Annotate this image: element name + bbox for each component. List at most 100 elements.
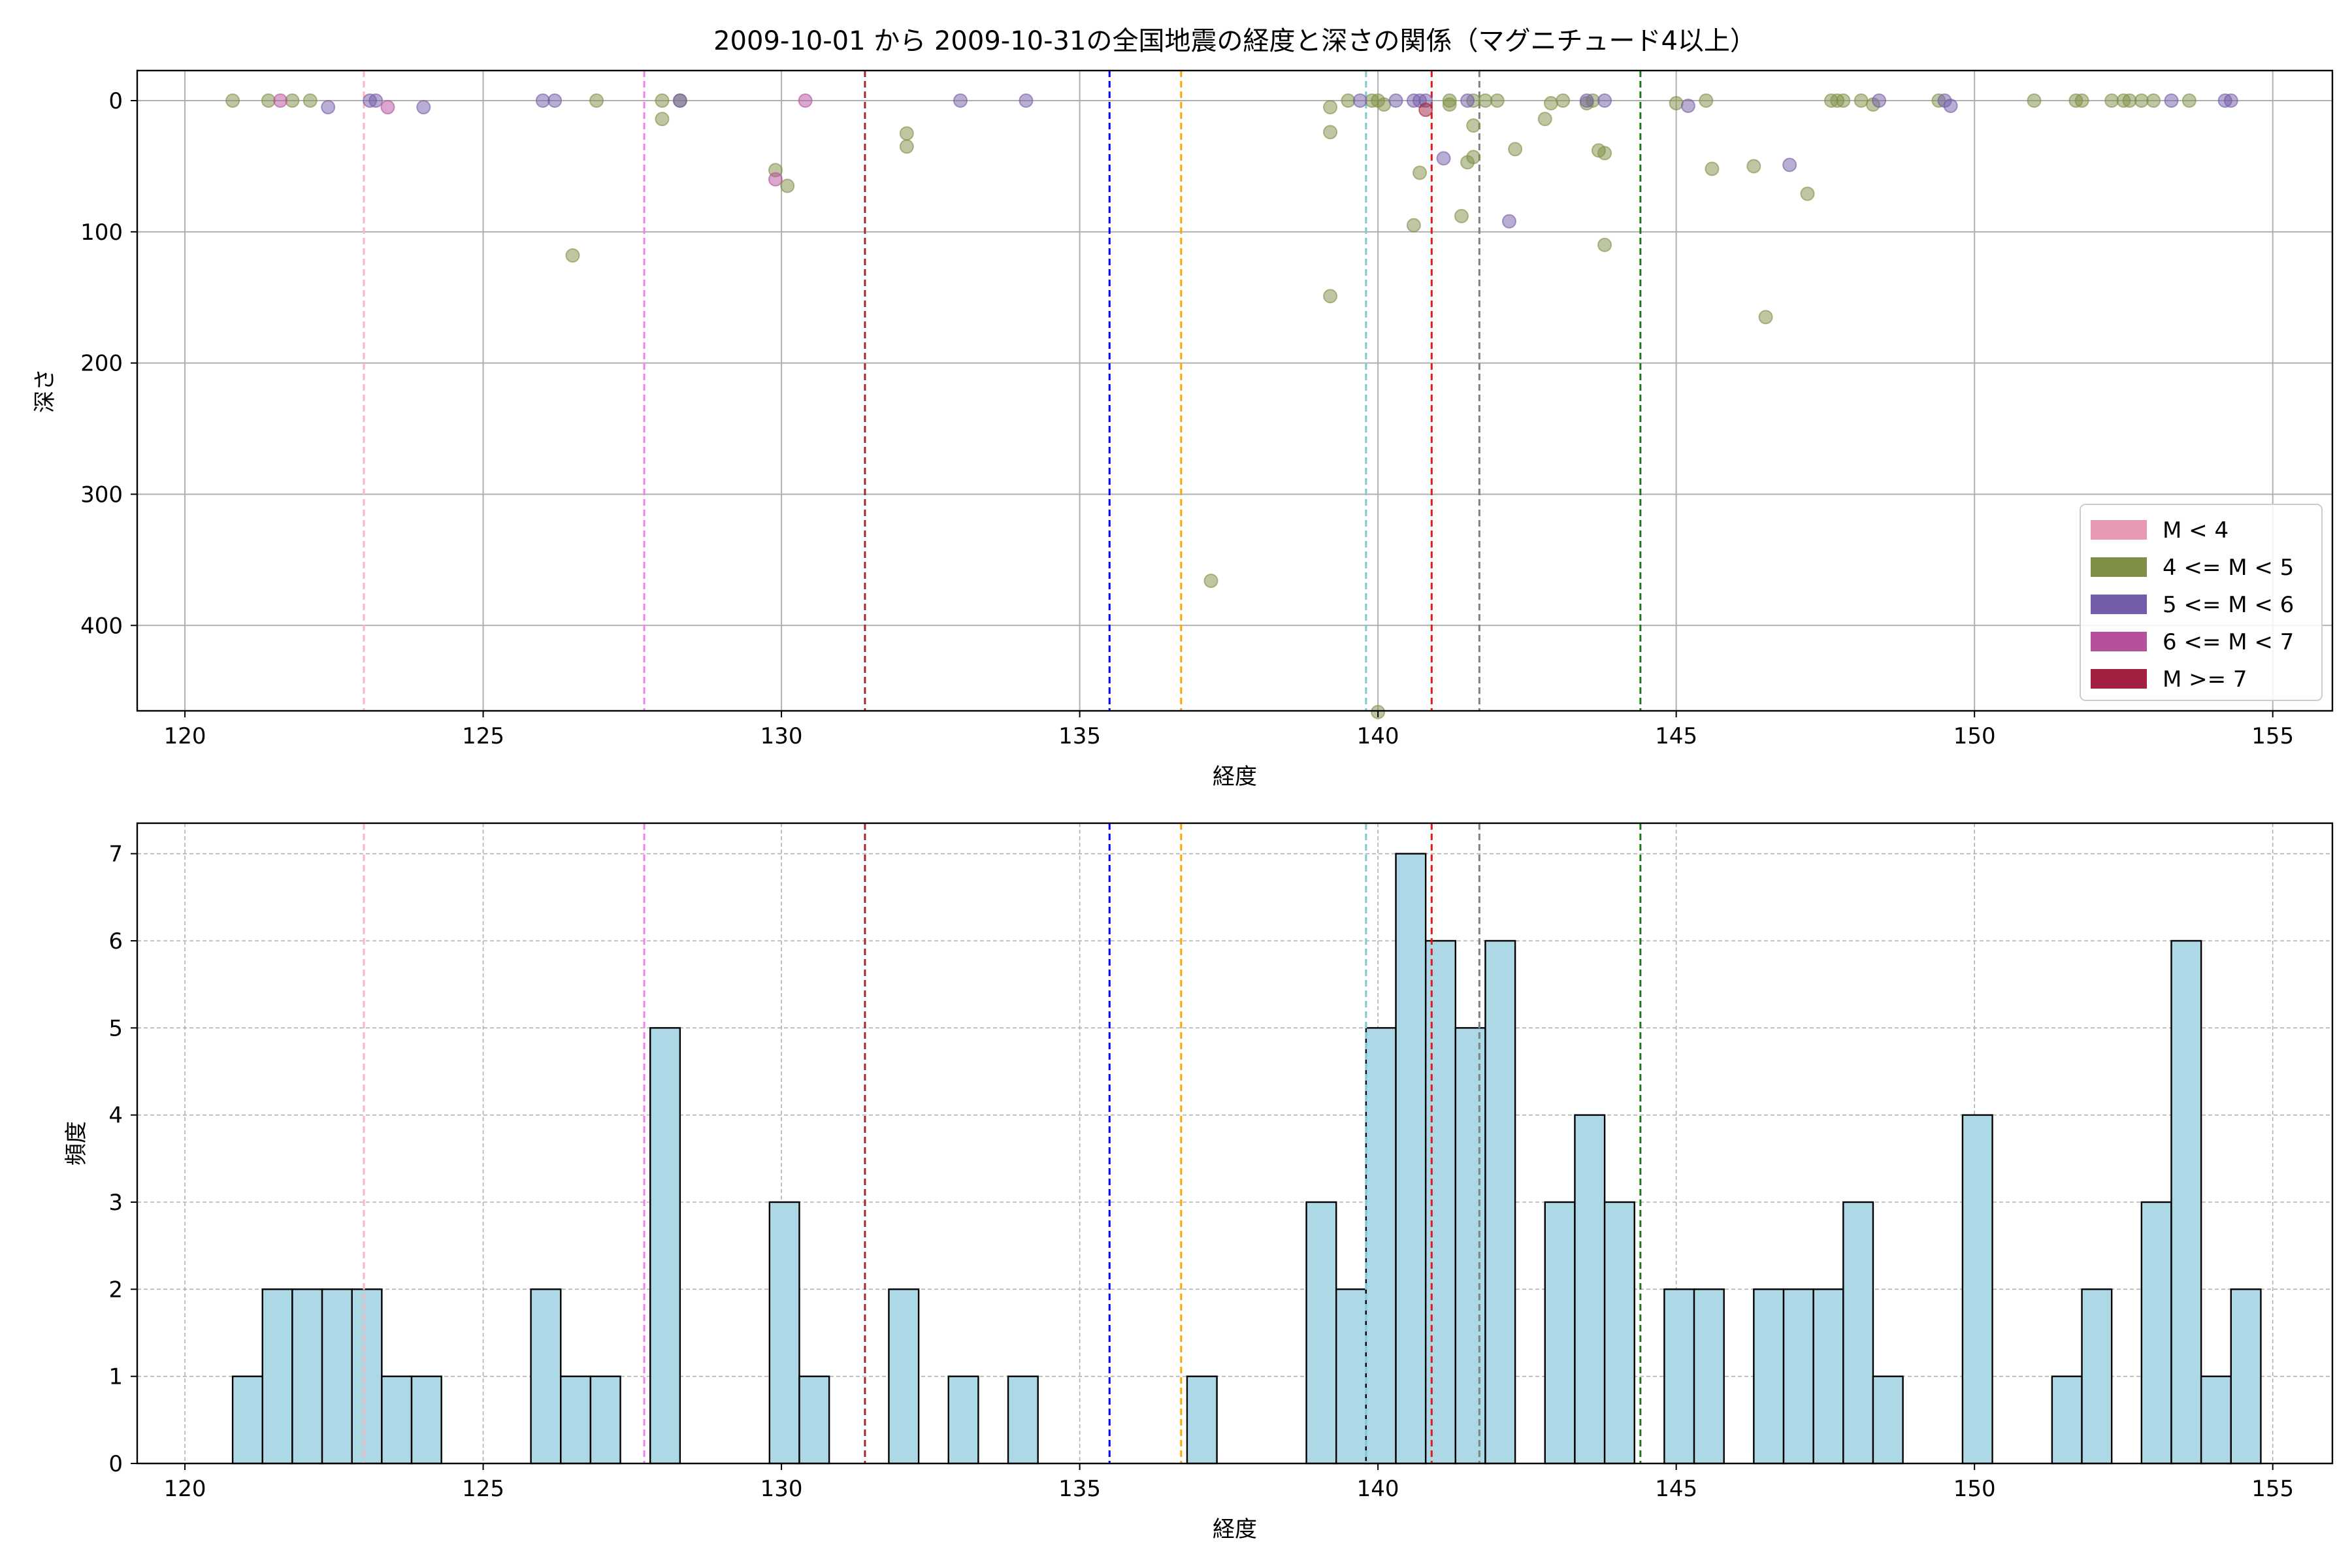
scatter-point	[1579, 93, 1594, 108]
scatter-point	[1669, 96, 1684, 111]
scatter-point	[1203, 574, 1218, 588]
histogram-bar	[2200, 1375, 2232, 1465]
scatter-point	[2134, 93, 2149, 108]
scatter-point	[1800, 186, 1815, 201]
scatter-x-tick-label: 145	[1655, 723, 1697, 749]
histogram-bar	[649, 1027, 681, 1465]
histogram-y-tick-label: 7	[108, 841, 123, 868]
scatter-x-tick-label: 150	[1953, 723, 1996, 749]
scatter-point	[1478, 93, 1493, 108]
scatter-point	[780, 178, 795, 193]
histogram-bar	[1305, 1201, 1337, 1465]
scatter-point	[1377, 97, 1392, 112]
scatter-point	[1323, 100, 1338, 115]
histogram-bar	[1812, 1288, 1844, 1465]
histogram-bar	[1753, 1288, 1785, 1465]
scatter-y-tick-label: 0	[108, 88, 123, 114]
histogram-reference-lines	[363, 823, 1642, 1463]
scatter-point	[273, 93, 288, 108]
scatter-y-axis-label: 深さ	[32, 368, 58, 413]
histogram-bar	[1603, 1201, 1635, 1465]
histogram-x-tick-label: 135	[1058, 1476, 1101, 1502]
histogram-bar	[768, 1201, 800, 1465]
histogram-bar	[560, 1375, 592, 1465]
scatter-point	[899, 139, 914, 154]
histogram-bar	[2081, 1288, 2113, 1465]
scatter-point	[1746, 159, 1761, 174]
legend-swatch	[2091, 520, 2147, 540]
legend-label: 6 <= M < 7	[2163, 629, 2294, 655]
histogram-y-axis-label: 頻度	[63, 1121, 90, 1166]
legend-swatch	[2091, 557, 2147, 577]
scatter-x-tick-label: 125	[462, 723, 504, 749]
scatter-point	[1418, 103, 1433, 118]
scatter-point	[2074, 93, 2089, 108]
scatter-point	[1597, 93, 1612, 108]
histogram-y-tick-label: 6	[108, 928, 123, 955]
histogram-y-tick-label: 4	[108, 1103, 123, 1129]
scatter-y-tick-label: 400	[80, 613, 123, 639]
scatter-points	[225, 93, 2238, 719]
scatter-point	[1436, 151, 1451, 166]
scatter-point	[672, 93, 687, 108]
histogram-y-tick-label: 5	[108, 1015, 123, 1041]
scatter-point	[302, 93, 318, 108]
legend-label: 5 <= M < 6	[2163, 592, 2294, 618]
scatter-point	[589, 93, 604, 108]
scatter-point	[1943, 99, 1958, 114]
histogram-y-tick-label: 3	[108, 1190, 123, 1216]
histogram-x-tick-label: 155	[2251, 1476, 2294, 1502]
histogram-x-ticks: 120 125 130 135 140 145 150 155	[164, 1463, 2294, 1502]
scatter-point	[535, 93, 550, 108]
scatter-x-tick-label: 130	[760, 723, 803, 749]
scatter-point	[1872, 93, 1887, 108]
legend-swatch	[2091, 595, 2147, 614]
scatter-point	[1413, 165, 1428, 180]
histogram-x-axis-label: 経度	[1213, 1516, 1257, 1543]
scatter-point	[565, 248, 580, 263]
histogram-axes-frame	[136, 822, 2334, 1465]
scatter-point	[368, 93, 384, 108]
scatter-point	[655, 93, 670, 108]
scatter-point	[225, 93, 240, 108]
scatter-point	[380, 100, 395, 115]
scatter-point	[1323, 289, 1338, 304]
histogram-bar	[321, 1288, 353, 1465]
histogram-bar	[1454, 1027, 1486, 1465]
scatter-x-tick-label: 155	[2251, 723, 2294, 749]
scatter-point	[1836, 93, 1851, 108]
histogram-bar	[1424, 939, 1457, 1465]
scatter-point	[768, 172, 783, 187]
histogram-bar	[2170, 939, 2202, 1465]
scatter-point	[1680, 99, 1695, 114]
scatter-point	[899, 126, 914, 141]
scatter-point	[2164, 93, 2179, 108]
scatter-point	[261, 93, 276, 108]
histogram-x-tick-label: 145	[1655, 1476, 1697, 1502]
histogram-x-tick-label: 130	[760, 1476, 803, 1502]
scatter-y-tick-label: 100	[80, 220, 123, 246]
scatter-point	[2146, 93, 2161, 108]
scatter-point	[2027, 93, 2042, 108]
histogram-bar	[947, 1375, 979, 1465]
histogram-bar	[1395, 853, 1427, 1465]
histogram-bar	[1782, 1288, 1814, 1465]
scatter-point	[1466, 150, 1481, 165]
histogram-bar	[1544, 1201, 1576, 1465]
legend-label: 4 <= M < 5	[2163, 555, 2294, 581]
histogram-y-tick-label: 2	[108, 1277, 123, 1303]
scatter-point	[1758, 310, 1773, 325]
scatter-point	[1597, 146, 1612, 161]
histogram-y-tick-label: 0	[108, 1451, 123, 1477]
scatter-point	[1543, 96, 1558, 111]
histogram-bar	[1007, 1375, 1039, 1465]
histogram-bar	[1186, 1375, 1218, 1465]
scatter-point	[1341, 93, 1356, 108]
scatter-point	[1597, 237, 1612, 252]
scatter-x-tick-label: 140	[1357, 723, 1399, 749]
scatter-x-ticks: 120 125 130 135 140 145 150 155	[164, 711, 2294, 749]
scatter-reference-lines	[363, 71, 1642, 711]
scatter-point	[1490, 93, 1505, 108]
histogram-x-tick-label: 140	[1357, 1476, 1399, 1502]
